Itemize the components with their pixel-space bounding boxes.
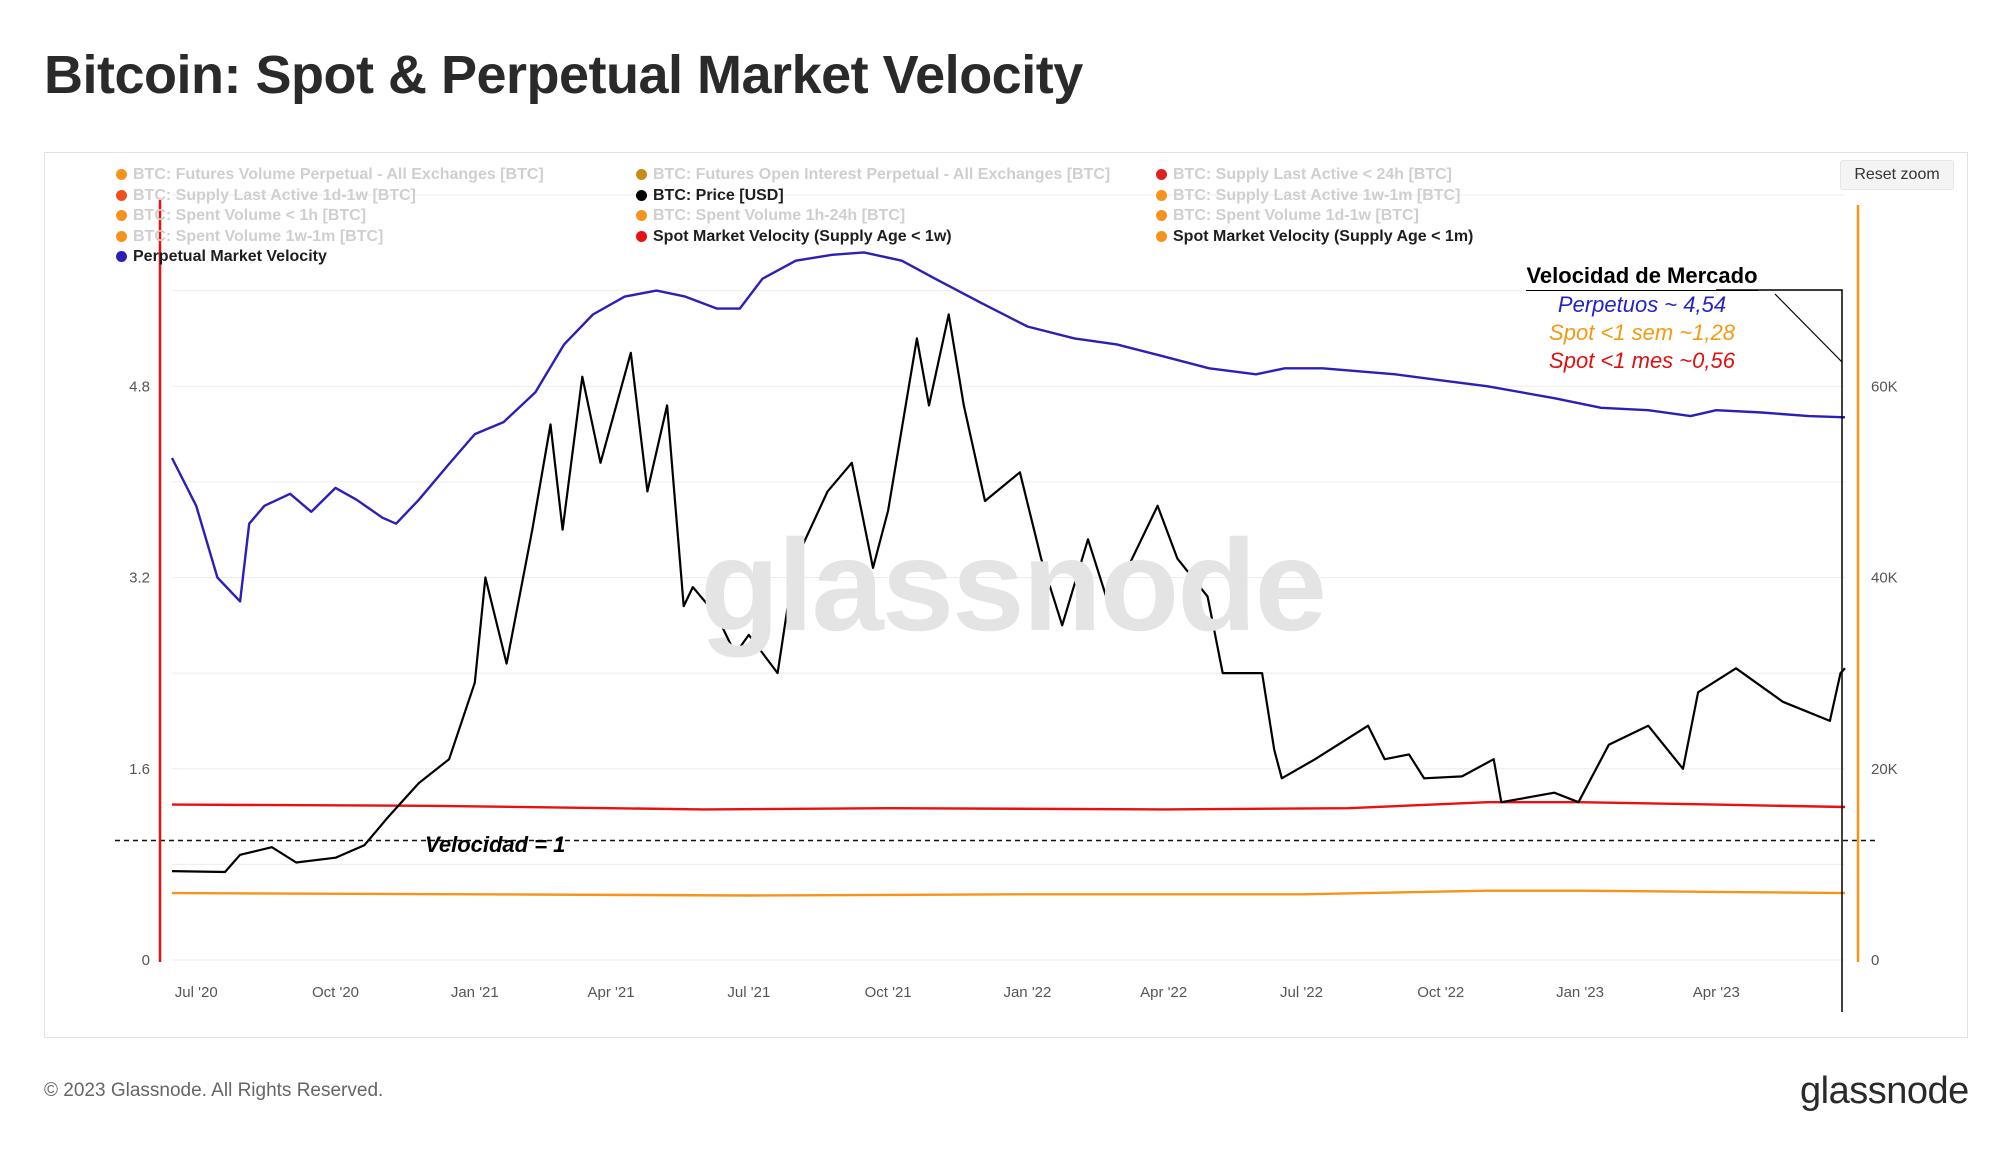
velocity-annotation: Velocidad de Mercado Perpetuos ~ 4,54 Sp… bbox=[1512, 262, 1772, 375]
legend-label: BTC: Futures Open Interest Perpetual - A… bbox=[653, 166, 1111, 183]
legend-label: Perpetual Market Velocity bbox=[133, 248, 327, 265]
annotation-spot-1m: Spot <1 mes ~0,56 bbox=[1549, 348, 1735, 373]
watermark: glassnode bbox=[700, 512, 1327, 658]
spot-velocity-1w-line bbox=[171, 801, 1846, 811]
annotation-pointer-diagonal bbox=[1774, 293, 1843, 363]
legend-dot-icon bbox=[116, 210, 127, 221]
perpetual-velocity-line bbox=[170, 251, 1846, 603]
legend-item[interactable]: BTC: Supply Last Active < 24h [BTC] bbox=[1156, 166, 1452, 184]
x-tick-label: Jul '21 bbox=[727, 984, 770, 1001]
legend-dot-icon bbox=[116, 169, 127, 180]
x-tick-label: Jan '23 bbox=[1556, 984, 1604, 1001]
x-tick-label: Apr '21 bbox=[588, 984, 635, 1001]
legend-label: BTC: Spent Volume 1d-1w [BTC] bbox=[1173, 207, 1419, 224]
annotation-layer bbox=[1716, 289, 1843, 1012]
legend-item[interactable]: BTC: Futures Open Interest Perpetual - A… bbox=[636, 166, 1110, 184]
x-tick-label: Oct '21 bbox=[865, 984, 912, 1001]
legend-label: BTC: Supply Last Active 1w-1m [BTC] bbox=[1173, 186, 1461, 204]
reset-zoom-button[interactable]: Reset zoom bbox=[1840, 160, 1954, 190]
legend-item[interactable]: Perpetual Market Velocity bbox=[116, 248, 327, 266]
legend-dot-icon bbox=[1156, 169, 1167, 180]
legend-dot-icon bbox=[116, 230, 127, 242]
legend-item[interactable]: BTC: Spent Volume 1h-24h [BTC] bbox=[636, 207, 905, 225]
legend-label: BTC: Supply Last Active 1d-1w [BTC] bbox=[133, 186, 416, 204]
legend-label: BTC: Futures Volume Perpetual - All Exch… bbox=[133, 166, 544, 183]
legend-label: BTC: Supply Last Active < 24h [BTC] bbox=[1173, 166, 1452, 183]
legend-dot-icon bbox=[636, 189, 647, 201]
x-tick-label: Oct '20 bbox=[312, 984, 359, 1001]
spot-velocity-1m-line bbox=[171, 889, 1846, 897]
reference-line-label: Velocidad = 1 bbox=[425, 832, 566, 857]
x-tick-label: Jul '22 bbox=[1280, 984, 1323, 1001]
legend-dot-icon bbox=[636, 230, 647, 242]
legend-item[interactable]: BTC: Spent Volume < 1h [BTC] bbox=[116, 207, 366, 225]
legend-dot-icon bbox=[116, 189, 127, 201]
legend-item[interactable]: Spot Market Velocity (Supply Age < 1w) bbox=[636, 228, 952, 246]
x-tick-label: Oct '22 bbox=[1417, 984, 1464, 1001]
axis-layer: 0 1.6 3.2 4.8 0 20K 40K 60K Jul '20 Oct '20 Jan '2… bbox=[129, 200, 1898, 1001]
legend-label: BTC: Price [USD] bbox=[653, 186, 784, 204]
legend-item[interactable]: BTC: Futures Volume Perpetual - All Exch… bbox=[116, 166, 544, 184]
glassnode-logo: glassnode bbox=[1800, 1070, 1969, 1112]
annotation-pointer-line bbox=[1716, 289, 1843, 1012]
legend-label: Spot Market Velocity (Supply Age < 1w) bbox=[653, 227, 952, 245]
annotation-spot-1w: Spot <1 sem ~1,28 bbox=[1549, 320, 1735, 345]
y-right-tick-label: 60K bbox=[1871, 378, 1898, 395]
legend-item[interactable]: BTC: Price [USD] bbox=[636, 187, 784, 205]
page-title: Bitcoin: Spot & Perpetual Market Velocit… bbox=[44, 45, 1083, 105]
annotation-title: Velocidad de Mercado bbox=[1526, 262, 1758, 291]
y-left-tick-label: 1.6 bbox=[129, 761, 150, 778]
copyright-text: © 2023 Glassnode. All Rights Reserved. bbox=[44, 1080, 384, 1101]
legend-item[interactable]: Spot Market Velocity (Supply Age < 1m) bbox=[1156, 228, 1473, 246]
x-tick-label: Jul '20 bbox=[175, 984, 218, 1001]
legend-item[interactable]: BTC: Supply Last Active 1d-1w [BTC] bbox=[116, 187, 416, 205]
x-tick-label: Apr '22 bbox=[1140, 984, 1187, 1001]
annotation-perpetual: Perpetuos ~ 4,54 bbox=[1557, 292, 1727, 317]
y-right-tick-label: 0 bbox=[1871, 952, 1879, 969]
legend-item[interactable]: BTC: Spent Volume 1d-1w [BTC] bbox=[1156, 207, 1419, 225]
legend-label: Spot Market Velocity (Supply Age < 1m) bbox=[1173, 227, 1474, 245]
y-left-tick-label: 0 bbox=[142, 952, 150, 969]
legend-dot-icon bbox=[1156, 189, 1167, 201]
legend-dot-icon bbox=[116, 251, 127, 262]
y-left-tick-label: 3.2 bbox=[129, 570, 150, 587]
x-tick-label: Jan '21 bbox=[451, 984, 499, 1001]
x-tick-label: Apr '23 bbox=[1693, 984, 1740, 1001]
legend-item[interactable]: BTC: Spent Volume 1w-1m [BTC] bbox=[116, 228, 383, 246]
legend-dot-icon bbox=[1156, 210, 1167, 221]
legend-dot-icon bbox=[636, 169, 647, 180]
y-left-tick-label: 4.8 bbox=[129, 378, 150, 395]
legend-dot-icon bbox=[636, 210, 647, 221]
y-right-tick-label: 20K bbox=[1871, 761, 1898, 778]
btc-price-line bbox=[171, 313, 1846, 874]
legend-label: BTC: Spent Volume 1h-24h [BTC] bbox=[653, 207, 906, 224]
series-layer bbox=[115, 251, 1875, 897]
x-tick-label: Jan '22 bbox=[1003, 984, 1051, 1001]
legend-dot-icon bbox=[1156, 230, 1167, 242]
legend-item[interactable]: BTC: Supply Last Active 1w-1m [BTC] bbox=[1156, 187, 1460, 205]
legend-label: BTC: Spent Volume 1w-1m [BTC] bbox=[133, 227, 384, 245]
y-right-tick-label: 40K bbox=[1871, 570, 1898, 587]
legend-label: BTC: Spent Volume < 1h [BTC] bbox=[133, 207, 367, 224]
